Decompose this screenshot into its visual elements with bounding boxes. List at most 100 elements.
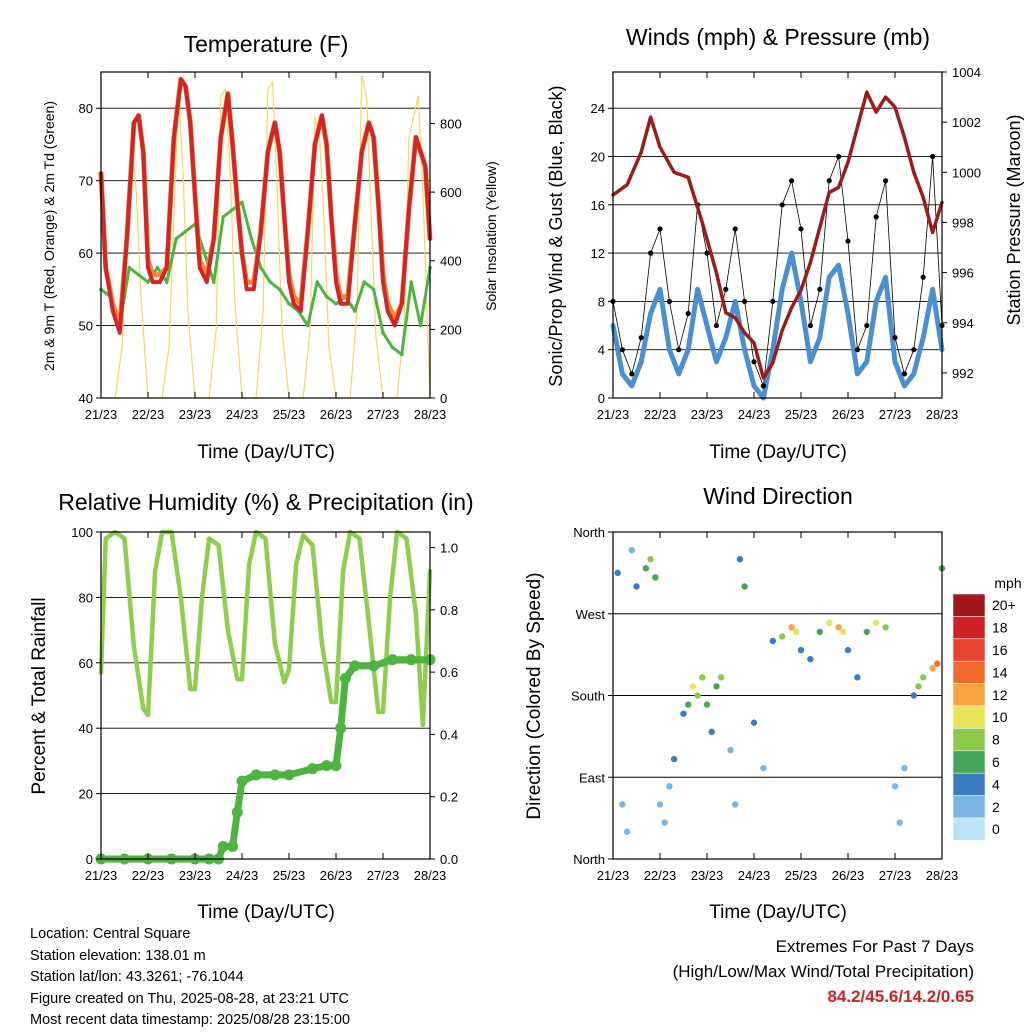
direction-point	[713, 683, 720, 690]
gust-line-point	[657, 226, 663, 232]
colorbar-swatch	[952, 817, 986, 841]
direction-point	[732, 801, 739, 808]
humidity-title: Relative Humidity (%) & Precipitation (i…	[58, 489, 473, 515]
direction-point	[826, 619, 833, 627]
x-tick-label: 25/23	[785, 407, 818, 422]
dewpoint-line-point	[353, 309, 357, 313]
direction-point	[717, 674, 725, 681]
insolation-ylabel: Solar Insolation (Yellow)	[483, 161, 499, 311]
plot-frame	[612, 71, 943, 399]
x-tick-label: 27/23	[367, 868, 400, 883]
winds-axes: 0 4 8 12 16 20 24 992 994 996 998 1000 1002 1004 21/23…	[591, 65, 981, 422]
direction-point	[915, 683, 922, 690]
direction-point	[670, 755, 678, 763]
direction-point	[727, 746, 734, 754]
gust-line-point	[685, 310, 691, 317]
direction-point	[910, 692, 917, 699]
direction-point	[652, 574, 659, 581]
x-tick-label: 21/23	[85, 407, 118, 422]
gust-line-point	[723, 286, 729, 292]
colorbar-swatch	[952, 616, 986, 640]
x-tick-label: 22/23	[644, 868, 677, 883]
gust-line-point	[676, 347, 682, 353]
temp-9m-line	[98, 76, 433, 329]
extremes-title: Extremes For Past 7 Days	[775, 937, 974, 956]
x-tick-label: 24/23	[738, 407, 771, 422]
y-tick-label: 12	[591, 246, 605, 261]
direction-point	[703, 701, 711, 708]
dewpoint-line-point	[174, 236, 178, 241]
dewpoint-line-point	[334, 302, 338, 306]
direction-point	[760, 764, 767, 772]
y-tick-label: 50	[79, 319, 93, 334]
precipitation-line-point	[307, 763, 318, 775]
y-tick-label: 0	[598, 391, 605, 406]
direction-point	[661, 819, 668, 826]
gust-line-point	[920, 274, 926, 280]
y-right-tick-label: 1000	[952, 165, 981, 180]
dewpoint-line-point	[306, 323, 310, 328]
pressure-line	[611, 90, 944, 380]
precipitation-line-point	[330, 760, 342, 772]
colorbar-label: 12	[992, 687, 1008, 703]
precipitation-line-point	[269, 769, 281, 781]
gust-line-point	[901, 371, 908, 377]
precipitation-line-point	[227, 841, 239, 853]
direction-point	[633, 583, 640, 590]
direction-point	[891, 783, 899, 790]
temperature-series	[98, 74, 433, 399]
y-right-tick-label: 1004	[952, 65, 981, 80]
wind-direction-points	[614, 546, 946, 835]
direction-point	[619, 801, 626, 808]
gust-line-point	[826, 178, 832, 184]
direction-point	[901, 764, 908, 772]
gust-line-point	[648, 250, 654, 256]
dewpoint-line	[99, 200, 432, 356]
y-right-tick-label: 400	[440, 254, 462, 269]
dewpoint-line-point	[165, 280, 169, 284]
winds-title: Winds (mph) & Pressure (mb)	[626, 24, 930, 50]
gust-line-point	[760, 383, 767, 389]
direction-point	[614, 569, 621, 577]
gust-line-point	[751, 359, 757, 365]
x-tick-label: 25/23	[273, 407, 306, 422]
dewpoint-line-point	[409, 280, 414, 284]
x-tick-label: 27/23	[879, 868, 912, 883]
precipitation-line-point	[386, 654, 398, 666]
direction-point	[647, 556, 654, 563]
direction-point	[807, 655, 814, 663]
colorbar-title: mph	[994, 575, 1021, 591]
wind-direction-xlabel: Time (Day/UTC)	[709, 902, 847, 923]
extremes-value: 84.2/45.6/14.2/0.65	[827, 987, 974, 1006]
colorbar-swatch	[952, 728, 986, 752]
temp-2m-line	[99, 77, 432, 335]
dewpoint-line-point	[183, 229, 188, 234]
precipitation-line-point	[405, 654, 417, 666]
figure-created: Figure created on Thu, 2025-08-28, at 23…	[30, 990, 349, 1007]
direction-point	[863, 628, 870, 636]
gust-line-point	[789, 178, 795, 184]
gust-line-point	[836, 153, 842, 160]
dewpoint-line-point	[268, 280, 273, 284]
y-tick-label: 20	[79, 787, 93, 802]
gust-line-point	[911, 347, 917, 353]
y-tick-label: 0	[86, 852, 93, 867]
gust-line-point	[854, 347, 861, 353]
x-tick-label: 21/23	[597, 868, 630, 883]
plot-frame	[100, 531, 431, 860]
direction-point	[797, 646, 805, 654]
insolation-line	[100, 74, 431, 399]
colorbar-label: 8	[992, 732, 1000, 748]
dewpoint-line-point	[324, 294, 329, 299]
y-right-tick-label: 992	[952, 366, 974, 381]
x-tick-label: 23/23	[179, 407, 212, 422]
humidity-series	[95, 529, 436, 865]
direction-tick-label: North	[573, 852, 605, 867]
colorbar-label: 2	[992, 799, 1000, 815]
humidity-axes: 0 20 40 60 80 100 0.0 0.2 0.4 0.6 0.8 1.0 21/23 22/23…	[71, 525, 458, 883]
colorbar-swatch	[952, 638, 986, 662]
y-right-tick-label: 994	[952, 316, 974, 331]
dewpoint-line-point	[146, 280, 150, 284]
y-tick-label: 40	[79, 391, 93, 406]
